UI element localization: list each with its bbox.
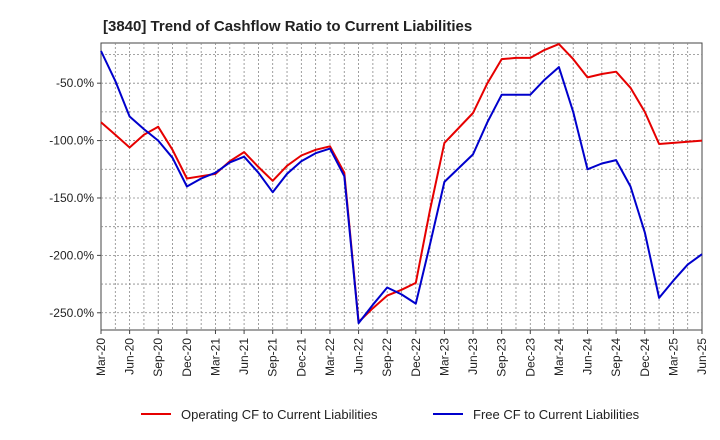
- x-tick-label: Sep-20: [151, 338, 165, 377]
- x-tick-label: Jun-24: [581, 338, 595, 375]
- x-tick-label: Dec-24: [638, 338, 652, 377]
- x-tick-label: Sep-24: [609, 338, 623, 377]
- y-tick-label: -100.0%: [49, 134, 94, 148]
- x-tick-label: Jun-20: [123, 338, 137, 375]
- x-tick-label: Mar-25: [666, 338, 680, 376]
- y-tick-label: -200.0%: [49, 248, 94, 262]
- x-tick-label: Jun-23: [466, 338, 480, 375]
- x-tick-label: Mar-21: [208, 338, 222, 376]
- x-tick-label: Mar-20: [94, 338, 108, 376]
- series-line-2: [100, 50, 703, 325]
- x-tick-label: Sep-22: [380, 338, 394, 377]
- grid: [101, 43, 702, 330]
- y-tick-label: -250.0%: [49, 306, 94, 320]
- y-axis: -50.0% -100.0% -150.0% -200.0% -250.0%: [49, 76, 101, 320]
- legend: Operating CF to Current Liabilities Free …: [141, 407, 640, 422]
- y-tick-label: -150.0%: [49, 191, 94, 205]
- chart-title: [3840] Trend of Cashflow Ratio to Curren…: [103, 18, 472, 35]
- series-group: [100, 43, 703, 325]
- x-tick-label: Mar-24: [552, 338, 566, 376]
- x-tick-label: Mar-23: [437, 338, 451, 376]
- x-tick-label: Dec-23: [523, 338, 537, 377]
- x-tick-label: Dec-21: [294, 338, 308, 377]
- legend-label-2: Free CF to Current Liabilities: [473, 407, 640, 422]
- series-line-1: [100, 43, 703, 323]
- x-tick-label: Jun-22: [352, 338, 366, 375]
- x-tick-label: Mar-22: [323, 338, 337, 376]
- x-tick-label: Dec-22: [409, 338, 423, 377]
- x-tick-label: Dec-20: [180, 338, 194, 377]
- x-tick-label: Jun-21: [237, 338, 251, 375]
- y-tick-label: -50.0%: [56, 76, 94, 90]
- x-axis: Mar-20 Jun-20 Sep-20 Dec-20 Mar-21 Jun-21 Sep-…: [94, 330, 709, 377]
- legend-label-1: Operating CF to Current Liabilities: [181, 407, 378, 422]
- x-tick-label: Sep-23: [495, 338, 509, 377]
- x-tick-label: Jun-25: [695, 338, 709, 375]
- x-tick-label: Sep-21: [266, 338, 280, 377]
- plot-area: [100, 42, 703, 331]
